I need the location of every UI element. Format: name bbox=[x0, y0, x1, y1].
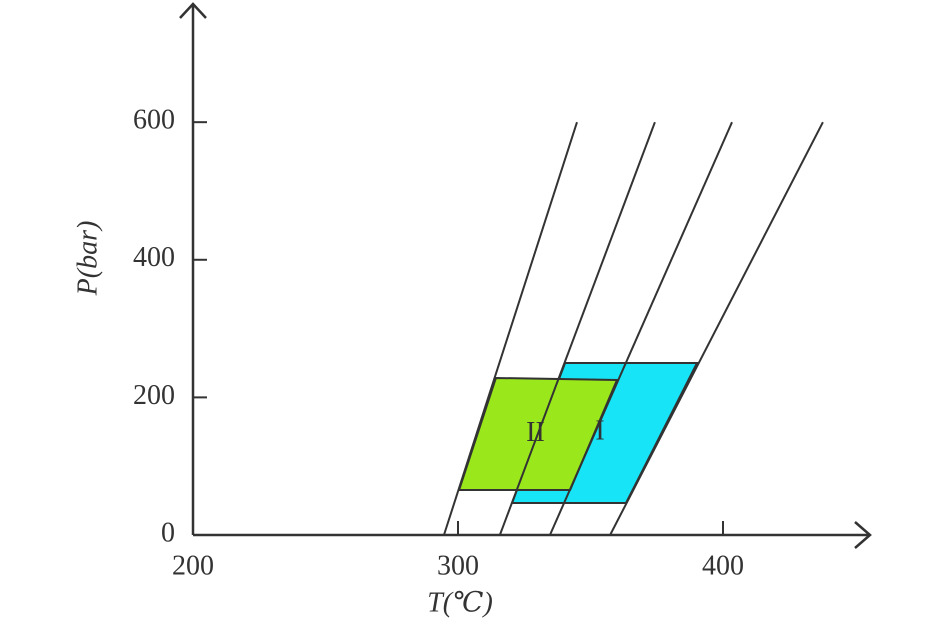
x-axis bbox=[193, 521, 872, 549]
y-axis-label: P(bar) bbox=[72, 221, 103, 297]
y-axis bbox=[179, 2, 207, 535]
line bbox=[609, 121, 824, 536]
x-tick-label: 300 bbox=[437, 550, 479, 581]
region-label: II bbox=[526, 417, 545, 448]
y-tick-label: 600 bbox=[133, 105, 175, 136]
x-axis-label: T(℃) bbox=[427, 587, 493, 618]
y-tick-label: 200 bbox=[133, 380, 175, 411]
y-tick-label: 400 bbox=[133, 242, 175, 273]
y-tick-label: 0 bbox=[161, 517, 175, 548]
line bbox=[498, 121, 656, 536]
x-tick-label: 400 bbox=[702, 550, 744, 581]
line bbox=[443, 121, 578, 536]
x-tick-label: 200 bbox=[172, 550, 214, 581]
line bbox=[549, 121, 733, 536]
region-label: I bbox=[595, 415, 604, 446]
